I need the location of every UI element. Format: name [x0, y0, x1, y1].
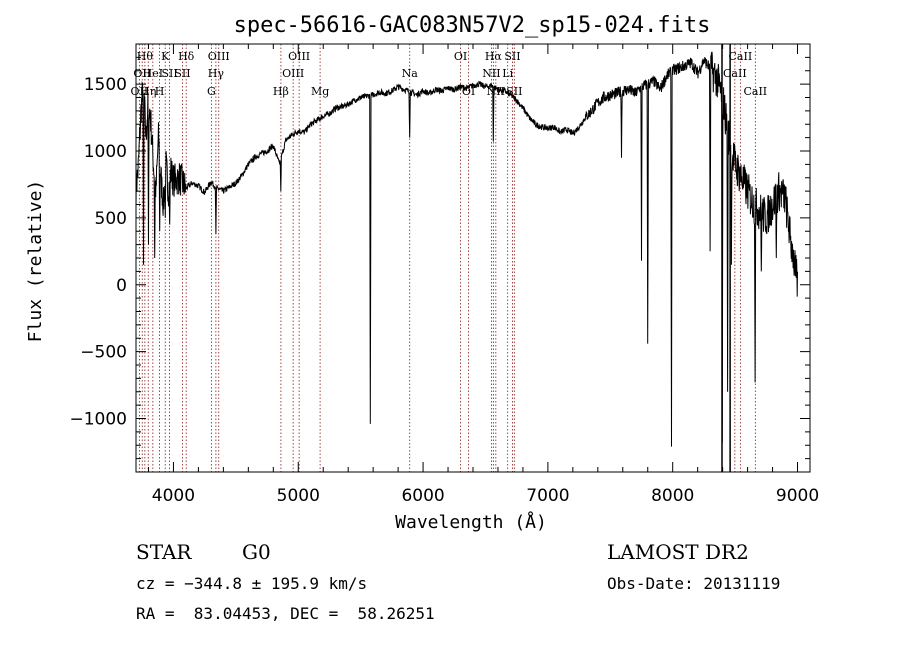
marker-label: NII	[482, 67, 500, 80]
x-tick-label: 7000	[526, 486, 569, 506]
y-axis-label: Flux (relative)	[25, 180, 46, 343]
marker-label: SII	[506, 85, 522, 98]
spectrum-series	[135, 51, 798, 447]
y-tick-label: 0	[116, 276, 127, 296]
y-tick-label: 1000	[84, 142, 127, 162]
y-tick-label: −1000	[69, 410, 127, 430]
marker-label: CaII	[743, 85, 767, 98]
object-subclass: G0	[242, 540, 271, 564]
marker-label: NII	[487, 85, 505, 98]
x-tick-label: 8000	[651, 486, 694, 506]
marker-label: OIII	[282, 67, 304, 80]
marker-label: Hδ	[178, 50, 195, 63]
line-markers	[138, 44, 756, 472]
marker-label: OII	[131, 85, 149, 98]
survey-name: LAMOST DR2	[607, 540, 749, 564]
marker-label: OIII	[288, 50, 310, 63]
marker-label: OIII	[208, 50, 230, 63]
x-tick-label: 6000	[401, 486, 444, 506]
marker-label: SII	[161, 67, 177, 80]
y-tick-label: 1500	[84, 75, 127, 95]
chart-title: spec-56616-GAC083N57V2_sp15-024.fits	[234, 13, 711, 38]
marker-label: OI	[462, 85, 475, 98]
x-tick-label: 9000	[776, 486, 819, 506]
redshift-cz: cz = −344.8 ± 195.9 km/s	[136, 574, 368, 593]
marker-label: Hθ	[137, 50, 154, 63]
plot-frame	[135, 43, 811, 473]
marker-label: CaII	[729, 50, 753, 63]
coordinates: RA = 83.04453, DEC = 58.26251	[136, 604, 435, 623]
marker-label: Na	[402, 67, 419, 80]
marker-label: Hβ	[273, 85, 289, 98]
marker-label: SII	[504, 50, 520, 63]
marker-label: CaII	[723, 67, 747, 80]
marker-label: Hα	[485, 50, 503, 63]
marker-label: Li	[502, 67, 513, 80]
x-tick-label: 4000	[152, 486, 195, 506]
marker-label: Hη	[140, 85, 156, 98]
solid-markers	[721, 44, 731, 472]
marker-label: Hγ	[208, 67, 225, 80]
y-axis-ticks: −1000 −500 0 500 1000 1500	[69, 56, 810, 460]
marker-label: HeI	[143, 67, 163, 80]
spectrum-line	[135, 51, 798, 447]
marker-label: SII	[174, 67, 190, 80]
marker-label: G	[207, 85, 216, 98]
marker-label: H	[155, 85, 165, 98]
marker-labels: OIIOIIHθHηHeIHKSIISIIHδGHγOIIIHβOIIIOIII…	[131, 50, 768, 98]
y-tick-label: −500	[80, 343, 127, 363]
y-tick-label: 500	[95, 209, 127, 229]
object-class: STAR	[136, 540, 192, 564]
obs-date: Obs-Date: 20131119	[607, 574, 781, 593]
marker-label: K	[161, 50, 170, 63]
x-axis-label: Wavelength (Å)	[395, 511, 547, 533]
x-axis-ticks: 4000 5000 6000 7000 8000 9000	[147, 44, 819, 506]
marker-label: OI	[454, 50, 467, 63]
marker-label: OII	[133, 67, 151, 80]
x-tick-label: 5000	[277, 486, 320, 506]
marker-label: Mg	[311, 85, 329, 98]
